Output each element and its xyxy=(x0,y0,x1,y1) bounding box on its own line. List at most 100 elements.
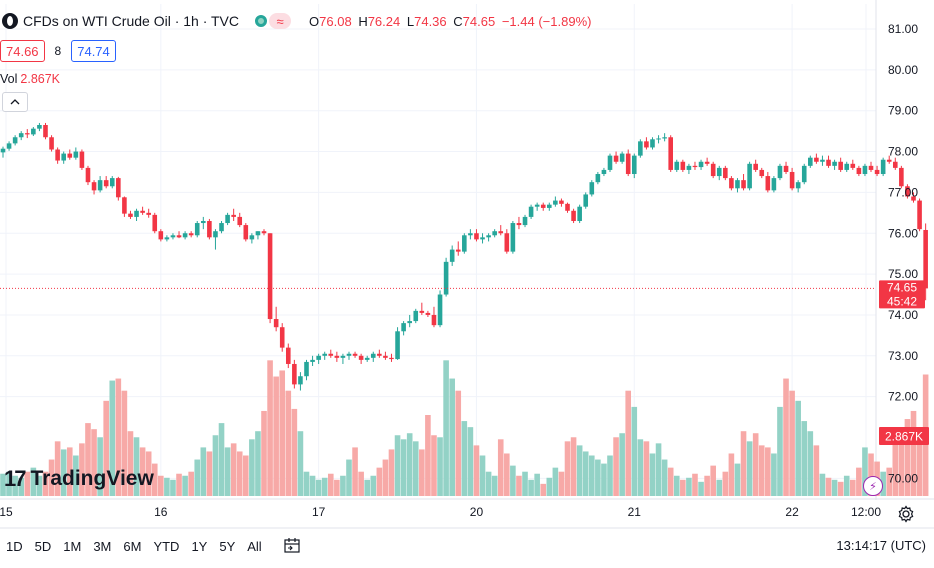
symbol-title[interactable]: CFDs on WTI Crude Oil · 1h · TVC xyxy=(23,13,240,29)
volume-bar xyxy=(406,433,413,496)
candle-body xyxy=(862,165,868,175)
volume-bar xyxy=(528,479,534,496)
gear-icon[interactable] xyxy=(896,504,916,524)
volume-bar xyxy=(230,443,237,496)
price-tick-label: 80.00 xyxy=(888,63,918,77)
volume-bar xyxy=(510,465,516,496)
volume-bar xyxy=(819,473,826,496)
range-button-3m[interactable]: 3M xyxy=(93,538,112,554)
range-button-ytd[interactable]: YTD xyxy=(153,538,180,554)
volume-bar xyxy=(564,441,571,496)
volume-bar xyxy=(158,475,164,496)
candle-body xyxy=(759,169,765,177)
volume-bar xyxy=(473,445,480,496)
candle-body xyxy=(753,163,758,170)
volume-axis-label-bg xyxy=(879,427,929,445)
price-tick-label: 78.00 xyxy=(888,145,918,159)
candle-body xyxy=(219,223,224,232)
candle-body xyxy=(686,165,692,170)
volume-bar xyxy=(613,437,619,496)
candle-body xyxy=(152,214,158,232)
range-button-5d[interactable]: 5D xyxy=(34,538,52,554)
candle-body xyxy=(182,233,188,238)
price-axis[interactable]: 81.00 80.00 79.00 78.00 77.00 76.00 75.00 74.00… xyxy=(888,22,918,485)
market-open-status-icon[interactable] xyxy=(255,15,268,27)
candle-body xyxy=(395,331,400,360)
volume-bar xyxy=(904,419,911,496)
volume-bar xyxy=(698,481,704,496)
volume-bar xyxy=(534,473,540,496)
range-button-1m[interactable]: 1M xyxy=(63,538,82,554)
candle-body xyxy=(650,139,655,148)
candle-body xyxy=(425,312,431,315)
price-chart[interactable]: 81.00 80.00 79.00 78.00 77.00 76.00 75.00 74.00… xyxy=(0,0,934,530)
candle-body xyxy=(231,214,236,217)
candle-body xyxy=(358,355,364,360)
volume-bar xyxy=(892,441,899,496)
volume-bar xyxy=(643,441,650,496)
candle-body xyxy=(389,357,394,360)
volume-axis-label: 2.867K xyxy=(885,430,923,444)
range-button-6m[interactable]: 6M xyxy=(123,538,142,554)
price-tick-label: 81.00 xyxy=(888,22,918,36)
volume-bar xyxy=(722,471,729,496)
tradingview-watermark[interactable]: 17 TradingView xyxy=(4,466,154,492)
candle-body xyxy=(24,133,30,135)
volume-bar xyxy=(176,473,182,496)
symbol-legend[interactable]: CFDs on WTI Crude Oil · 1h · TVC ≈ O76.0… xyxy=(0,10,591,32)
range-button-1y[interactable]: 1Y xyxy=(191,538,208,554)
candle-body xyxy=(377,353,382,356)
candle-body xyxy=(583,194,589,207)
date-range-buttons: 1D 5D 1M 3M 6M YTD 1Y 5Y All xyxy=(0,534,268,558)
calendar-range-icon[interactable] xyxy=(282,537,302,555)
range-button-1d[interactable]: 1D xyxy=(6,538,23,554)
candle-body xyxy=(61,153,66,161)
range-button-all[interactable]: All xyxy=(247,538,262,554)
candle-body xyxy=(328,353,334,356)
volume-bar xyxy=(716,479,723,496)
volume-bar xyxy=(236,451,243,496)
candle-body xyxy=(923,229,928,289)
price-tick-label: 77.00 xyxy=(888,185,918,199)
volume-bar xyxy=(127,431,134,496)
candle-body xyxy=(747,163,752,189)
time-axis[interactable]: 15 16 17 20 21 22 12:00 xyxy=(0,505,881,519)
sell-price-button[interactable]: 74.66 xyxy=(0,40,45,62)
candle-body xyxy=(631,155,637,175)
volume-bar xyxy=(48,459,55,496)
volume-bar xyxy=(60,449,67,496)
volume-legend[interactable]: Vol 2.867K xyxy=(0,72,60,86)
volume-bar xyxy=(625,390,632,496)
candle-body xyxy=(613,155,619,162)
buy-price-button[interactable]: 74.74 xyxy=(71,40,116,62)
volume-bar xyxy=(164,477,170,496)
time-tick-label: 20 xyxy=(470,505,484,519)
delayed-data-badge[interactable]: ≈ xyxy=(269,13,292,29)
price-tick-label: 75.00 xyxy=(888,267,918,281)
range-button-5y[interactable]: 5Y xyxy=(219,538,236,554)
candle-body xyxy=(868,165,874,170)
spread-value: 8 xyxy=(54,44,62,58)
volume-bar xyxy=(479,455,486,496)
candle-body xyxy=(18,133,24,138)
candle-body xyxy=(213,231,218,238)
candle-body xyxy=(716,167,722,177)
bar-countdown: 45:42 xyxy=(887,294,917,308)
volume-bar xyxy=(758,445,765,496)
candle-body xyxy=(498,231,504,234)
candle-body xyxy=(383,355,388,358)
collapse-legend-button[interactable] xyxy=(2,92,28,112)
volume-bar xyxy=(285,390,292,496)
candle-body xyxy=(316,355,321,360)
lightning-icon[interactable]: ⚡ xyxy=(863,476,883,496)
candle-body xyxy=(85,167,91,183)
candle-body xyxy=(886,159,892,162)
volume-bar xyxy=(370,475,377,496)
volume-bar xyxy=(419,449,425,496)
volume-bar xyxy=(728,453,735,496)
volume-bar xyxy=(267,360,273,496)
candle-body xyxy=(844,163,850,170)
volume-bar xyxy=(194,459,201,496)
volume-bar xyxy=(916,427,923,496)
utc-clock[interactable]: 13:14:17 (UTC) xyxy=(836,538,926,553)
